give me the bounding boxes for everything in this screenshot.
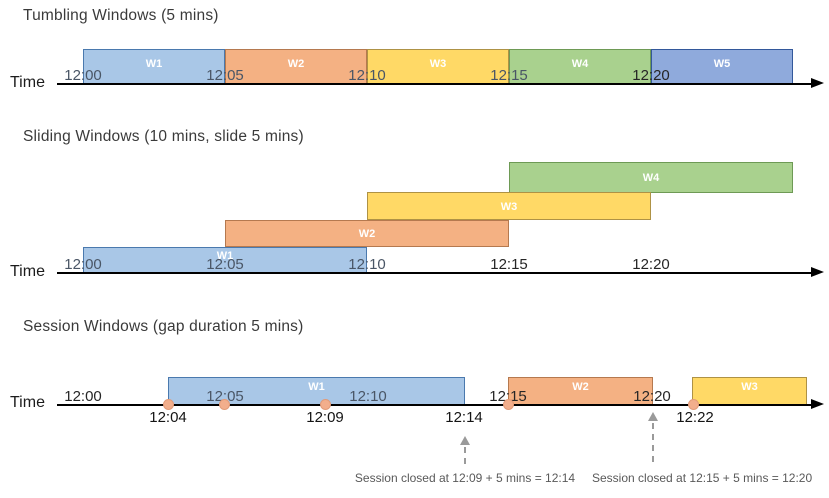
- tick-label: 12:10: [349, 388, 387, 405]
- event-dot: [503, 399, 514, 410]
- tick-label: 12:20: [633, 388, 671, 405]
- session-close-annotation: Session closed at 12:09 + 5 mins = 12:14: [354, 471, 576, 485]
- window-label: W2: [358, 228, 376, 240]
- sliding-timeline-arrow-icon: [811, 267, 824, 277]
- sliding-window-box-w2: W2: [225, 220, 509, 247]
- tumbling-timeline-arrow-icon: [811, 78, 824, 88]
- sliding-time-axis-label: Time: [10, 263, 45, 280]
- window-label: W5: [713, 58, 731, 70]
- tick-label: 12:05: [206, 67, 244, 84]
- session-close-arrow-icon: [460, 436, 470, 445]
- tick-label: 12:15: [490, 67, 528, 84]
- sliding-timeline: [57, 272, 813, 274]
- event-time-label: 12:14: [445, 409, 483, 426]
- tumbling-timeline: [57, 83, 813, 85]
- sliding-window-box-w4: W4: [509, 162, 793, 193]
- tick-label: 12:15: [490, 256, 528, 273]
- window-label: W1: [216, 250, 234, 262]
- tick-label: 12:00: [64, 67, 102, 84]
- window-label: W2: [287, 58, 305, 70]
- tumbling-window-box-w2: W2: [225, 49, 367, 84]
- session-section-title: Session Windows (gap duration 5 mins): [23, 318, 304, 335]
- tick-label: 12:20: [632, 256, 670, 273]
- tick-label: 12:15: [489, 388, 527, 405]
- tumbling-window-box-w1: W1: [83, 49, 225, 84]
- tumbling-section-title: Tumbling Windows (5 mins): [23, 7, 219, 24]
- window-label: W2: [572, 381, 589, 393]
- tick-label: 12:05: [206, 388, 244, 405]
- session-window-box-w3: W3: [692, 377, 807, 405]
- event-dot: [163, 399, 174, 410]
- window-label: W4: [571, 58, 589, 70]
- sliding-section-title: Sliding Windows (10 mins, slide 5 mins): [23, 128, 304, 145]
- session-close-arrow-icon: [648, 412, 658, 421]
- session-window-box-w2: W2: [508, 377, 653, 405]
- tumbling-window-box-w3: W3: [367, 49, 509, 84]
- session-close-annotation: Session closed at 12:15 + 5 mins = 12:20: [592, 471, 813, 485]
- sliding-window-box-w3: W3: [367, 192, 651, 220]
- tick-label: 12:00: [64, 256, 102, 273]
- session-timeline-arrow-icon: [811, 399, 824, 409]
- event-time-label: 12:09: [306, 409, 344, 426]
- tick-label: 12:10: [348, 256, 386, 273]
- session-close-arrow-line: [652, 423, 654, 462]
- window-label: W1: [308, 381, 325, 393]
- session-timeline: [57, 404, 813, 406]
- window-label: W3: [429, 58, 447, 70]
- tick-label: 12:05: [206, 256, 244, 273]
- tumbling-window-box-w4: W4: [509, 49, 651, 84]
- event-dot: [320, 399, 331, 410]
- window-label: W4: [642, 172, 660, 184]
- tumbling-window-box-w5: W5: [651, 49, 793, 84]
- event-dot: [219, 399, 230, 410]
- event-dot: [688, 399, 699, 410]
- event-time-label: 12:22: [676, 409, 714, 426]
- tumbling-time-axis-label: Time: [10, 74, 45, 91]
- tick-label: 12:10: [348, 67, 386, 84]
- tick-label: 12:00: [64, 388, 102, 405]
- window-label: W3: [500, 201, 518, 213]
- session-close-arrow-line: [464, 447, 466, 464]
- session-time-axis-label: Time: [10, 394, 45, 411]
- tick-label: 12:20: [632, 67, 670, 84]
- event-time-label: 12:04: [149, 409, 187, 426]
- window-label: W1: [145, 58, 163, 70]
- window-label: W3: [741, 381, 758, 393]
- sliding-window-box-w1: W1: [83, 247, 367, 273]
